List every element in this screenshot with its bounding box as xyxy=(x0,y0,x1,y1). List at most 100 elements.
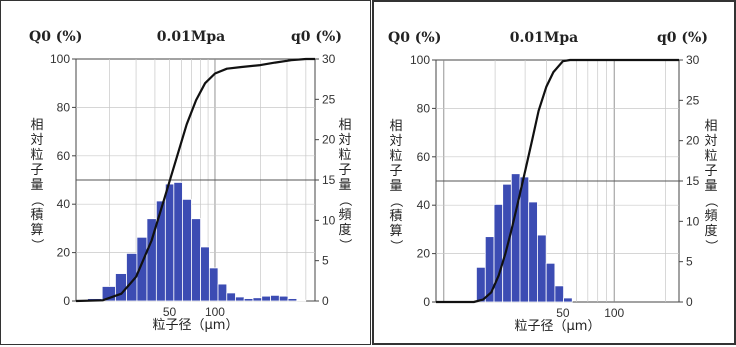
right-vertical-label-char: 子 xyxy=(704,164,717,179)
right-vertical-label-char: 対 xyxy=(704,134,717,149)
left-vertical-label-char: 積 xyxy=(389,209,402,224)
right-vertical-label-char: （ xyxy=(337,193,352,206)
right-tick-label: 30 xyxy=(322,52,336,66)
right-tick-label: 10 xyxy=(322,213,336,227)
right-tick-label: 5 xyxy=(322,254,329,268)
histogram-bar xyxy=(217,283,228,302)
histogram-bar xyxy=(528,201,538,303)
right-vertical-label-char: 頻 xyxy=(704,209,717,224)
histogram-bar xyxy=(243,298,254,302)
left-vertical-label-char: （ xyxy=(388,194,403,207)
right-tick-label: 20 xyxy=(322,133,336,147)
right-vertical-label-char: 相 xyxy=(704,119,717,134)
right-vertical-label-char: 粒 xyxy=(338,148,351,163)
left-vertical-label-char: 量 xyxy=(389,179,402,194)
x-tick-label: 100 xyxy=(604,306,624,320)
left-axis-title: Q0 (%) xyxy=(29,29,82,45)
right-tick-label: 25 xyxy=(322,92,336,106)
right-tick-label: 0 xyxy=(686,295,693,309)
right-tick-label: 25 xyxy=(686,93,700,107)
left-tick-label: 80 xyxy=(417,101,431,115)
right-vertical-label-char: ） xyxy=(337,238,352,251)
right-tick-label: 10 xyxy=(686,214,700,228)
histogram-bar xyxy=(545,262,556,303)
chart-svg-left: 0 20 40 60 80 100 0 5 10 15 20 25 30 50 100 Q0 (%) 0.01M… xyxy=(29,29,352,333)
chart-title: 0.01Mpa xyxy=(157,29,225,45)
cumulative-curve xyxy=(75,57,315,303)
right-vertical-label-char: 対 xyxy=(338,133,351,148)
left-axis-title: Q0 (%) xyxy=(388,30,441,46)
right-vertical-label-char: 量 xyxy=(704,179,717,194)
x-axis-label: 粒子径（μm） xyxy=(153,318,239,333)
left-vertical-label-char: 積 xyxy=(30,208,43,223)
right-axis-title: q0 (%) xyxy=(657,30,708,46)
left-vertical-label-char: （ xyxy=(29,193,44,206)
left-vertical-label-char: 粒 xyxy=(30,148,43,163)
right-vertical-label-char: 度 xyxy=(704,223,717,239)
left-tick-label: 100 xyxy=(50,52,70,66)
histogram-bar xyxy=(235,296,245,302)
left-vertical-label-char: 相 xyxy=(389,119,402,134)
right-vertical-label-char: （ xyxy=(703,194,718,207)
right-vertical-label-char: 頻 xyxy=(338,208,351,223)
histogram-bar xyxy=(208,267,219,302)
left-vertical-label-char: ） xyxy=(29,238,44,251)
left-tick-label: 100 xyxy=(410,53,430,67)
right-vertical-label-char: 粒 xyxy=(704,149,717,164)
histogram-bar xyxy=(155,200,166,302)
x-tick-label: 100 xyxy=(205,305,225,319)
left-vertical-label-char: 粒 xyxy=(389,149,402,164)
right-tick-label: 15 xyxy=(322,173,336,187)
histogram-bar xyxy=(173,182,183,302)
histogram-bar xyxy=(270,294,280,302)
histogram-bar xyxy=(191,218,202,302)
histogram-bar xyxy=(278,295,289,302)
left-vertical-label-char: 子 xyxy=(30,163,43,178)
histogram-bar xyxy=(476,266,486,303)
right-tick-label: 20 xyxy=(686,134,700,148)
x-tick-label: 50 xyxy=(163,305,177,319)
left-tick-label: 20 xyxy=(57,246,71,260)
cumulative-curve xyxy=(436,58,679,304)
histogram-bar xyxy=(563,297,573,303)
chart-svg-right: 0 20 40 60 80 100 0 5 10 15 20 25 30 50 100 Q0 (%) 0.01M… xyxy=(388,30,718,334)
left-vertical-label-char: 相 xyxy=(30,118,43,133)
right-tick-label: 5 xyxy=(686,255,693,269)
histogram-bar xyxy=(261,295,271,302)
chart-panel-right: 0 20 40 60 80 100 0 5 10 15 20 25 30 50 100 Q0 (%) 0.01M… xyxy=(372,0,736,345)
left-tick-label: 0 xyxy=(423,295,430,309)
histogram-bar xyxy=(252,297,263,302)
left-tick-label: 60 xyxy=(57,149,71,163)
left-vertical-label-char: 算 xyxy=(389,224,402,239)
histogram-bar xyxy=(554,285,564,303)
x-tick-label: 50 xyxy=(556,306,570,320)
chart-title: 0.01Mpa xyxy=(510,30,578,46)
left-tick-label: 40 xyxy=(57,197,71,211)
histogram-bar xyxy=(296,299,307,302)
left-vertical-label-char: 対 xyxy=(389,134,402,149)
histogram-bar xyxy=(200,246,210,302)
histogram-bar xyxy=(519,176,530,303)
chart-panel-left: 0 20 40 60 80 100 0 5 10 15 20 25 30 50 100 Q0 (%) 0.01M… xyxy=(0,0,371,345)
histogram-bar xyxy=(226,292,236,302)
left-vertical-label-char: 対 xyxy=(30,133,43,148)
right-vertical-label-char: 度 xyxy=(338,222,351,238)
right-vertical-label-char: 量 xyxy=(338,178,351,193)
histogram-bar xyxy=(182,198,192,302)
right-vertical-label-char: 子 xyxy=(338,163,351,178)
left-tick-label: 60 xyxy=(417,150,431,164)
right-tick-label: 15 xyxy=(686,174,700,188)
left-vertical-label-char: 量 xyxy=(30,178,43,193)
right-tick-label: 30 xyxy=(686,53,700,67)
left-tick-label: 0 xyxy=(63,294,70,308)
right-vertical-label-char: 相 xyxy=(338,118,351,133)
right-axis-title: q0 (%) xyxy=(291,29,342,45)
left-vertical-label-char: 子 xyxy=(389,164,402,179)
histogram-bar xyxy=(164,183,175,302)
histogram-bar xyxy=(287,298,298,302)
left-vertical-label-char: ） xyxy=(388,239,403,252)
